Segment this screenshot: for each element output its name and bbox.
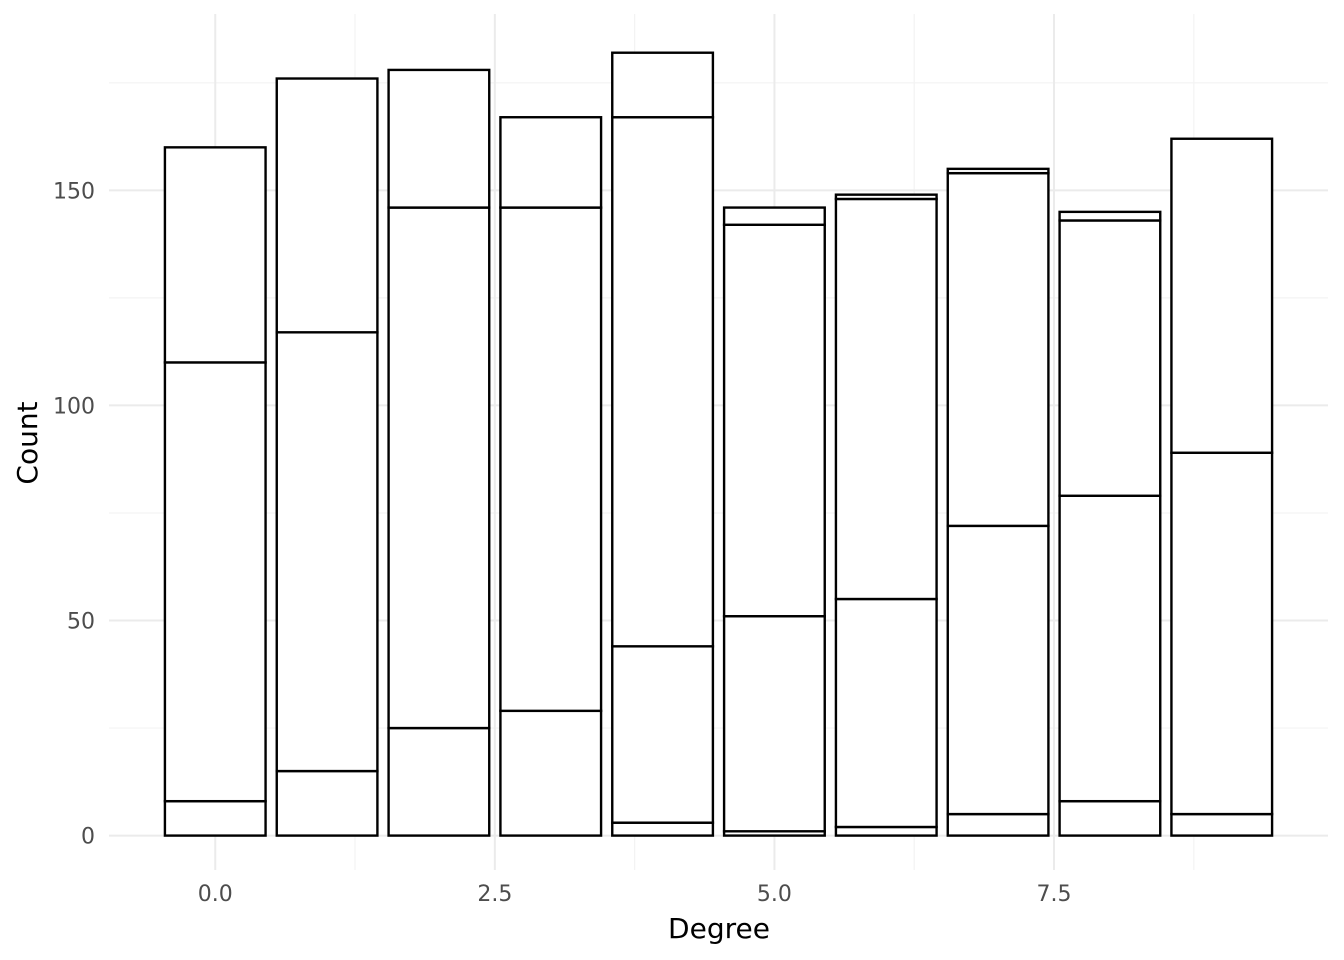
y-tick-label: 0 — [81, 825, 95, 850]
bar-segment — [275, 77, 379, 334]
x-tick-label: 7.5 — [1037, 882, 1072, 907]
x-tick-label: 5.0 — [757, 882, 792, 907]
bar-segment — [946, 524, 1050, 816]
bar-segment — [387, 726, 491, 837]
x-tick-labels: 0.0 2.5 5.0 7.5 — [198, 882, 1072, 907]
y-tick-labels: 0 50 100 150 — [53, 179, 95, 849]
bar-segment — [611, 821, 715, 837]
bar-segment — [1170, 812, 1274, 837]
bar-segment — [611, 645, 715, 824]
bar-segment — [611, 51, 715, 119]
bar-segment — [499, 206, 603, 713]
bar-segment — [611, 116, 715, 648]
y-tick-label: 100 — [53, 394, 95, 419]
bar-group — [163, 146, 267, 837]
bar-segment — [163, 361, 267, 803]
bar-segment — [1058, 210, 1162, 222]
bar-segment — [722, 206, 826, 226]
bar-segment — [387, 68, 491, 209]
bar-group — [499, 116, 603, 837]
bar-segment — [1058, 219, 1162, 497]
bar-segment — [1170, 451, 1274, 816]
bar-group — [946, 167, 1050, 837]
bar-segment — [946, 812, 1050, 837]
bar-segment — [946, 171, 1050, 528]
bar-segment — [834, 197, 938, 601]
y-axis-title: Count — [11, 401, 44, 484]
bar-segment — [722, 223, 826, 618]
bar-segment — [275, 769, 379, 837]
bar-segment — [387, 206, 491, 730]
bar-segment — [834, 597, 938, 829]
x-axis-title: Degree — [668, 912, 770, 945]
bar-group — [387, 68, 491, 837]
y-tick-label: 150 — [53, 179, 95, 204]
bar-group — [275, 77, 379, 837]
bar-segment — [163, 146, 267, 364]
bar-segment — [834, 825, 938, 837]
bar-segment — [834, 193, 938, 201]
bar-segment — [163, 799, 267, 837]
bar-group — [1170, 137, 1274, 837]
bar-group — [611, 51, 715, 837]
bar-group — [834, 193, 938, 837]
x-tick-label: 2.5 — [477, 882, 512, 907]
y-tick-label: 50 — [67, 610, 95, 635]
bar-segment — [275, 331, 379, 773]
bar-group — [1058, 210, 1162, 837]
bar-segment — [1058, 799, 1162, 837]
bar-segment — [499, 116, 603, 209]
bars — [163, 51, 1274, 837]
bar-segment — [499, 709, 603, 837]
bar-group — [722, 206, 826, 837]
bar-segment — [1170, 137, 1274, 454]
x-tick-label: 0.0 — [198, 882, 233, 907]
bar-segment — [946, 167, 1050, 175]
bar-segment — [1058, 494, 1162, 803]
bar-segment — [722, 615, 826, 833]
